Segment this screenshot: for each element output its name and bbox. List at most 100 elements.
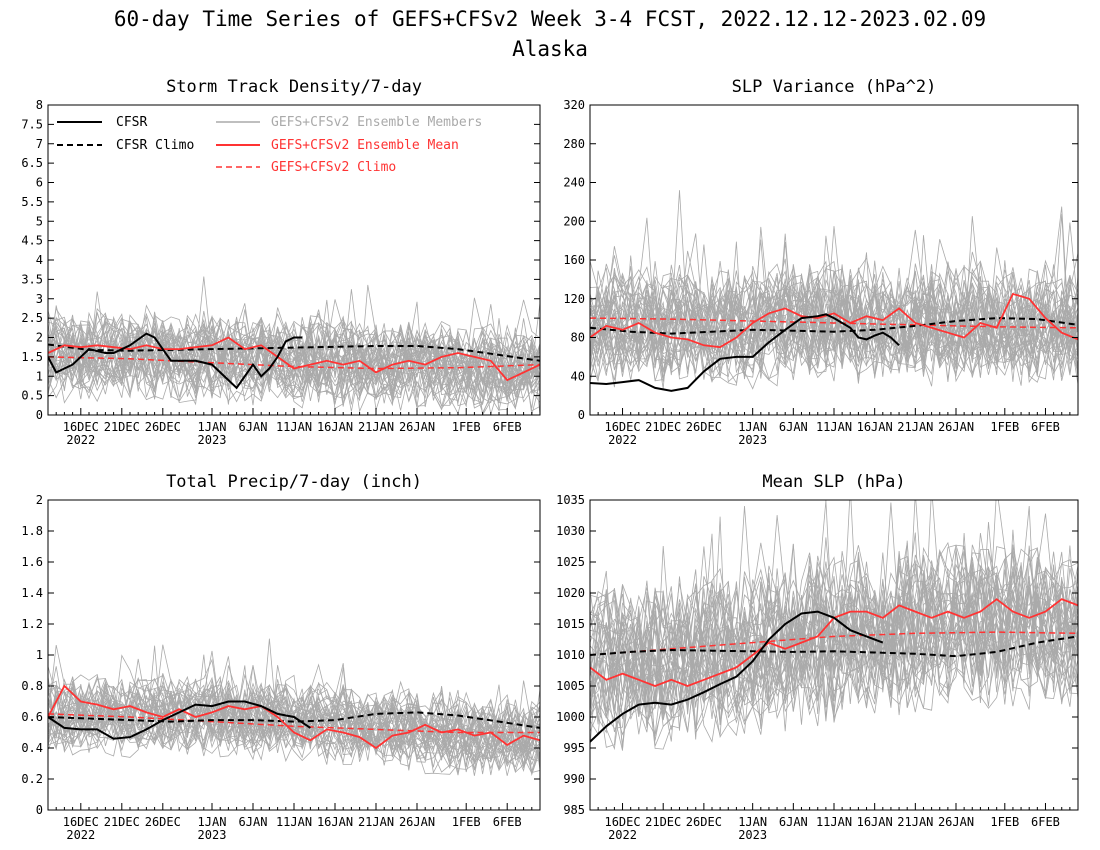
- x-tick-label: 6JAN: [239, 815, 268, 829]
- y-tick-label: 7.5: [21, 117, 43, 131]
- series-line-gefs-cfsv2-climo: [590, 631, 1078, 656]
- series-line-cfsr: [590, 313, 900, 392]
- series-line-cfsr: [590, 610, 884, 743]
- x-tick-sublabel: 2022: [66, 433, 95, 447]
- ensemble-member-line: [48, 303, 540, 391]
- y-tick-label: 0: [36, 803, 43, 817]
- ensemble-member-line: [48, 309, 540, 398]
- x-tick-label: 16JAN: [857, 815, 893, 829]
- ensemble-member-line: [48, 682, 540, 775]
- x-tick-label: 16DEC: [604, 420, 640, 434]
- y-tick-label: 2.5: [21, 311, 43, 325]
- ensemble-member-line: [590, 272, 1078, 382]
- ensemble-member-line: [48, 330, 540, 409]
- y-tick-label: 2: [36, 493, 43, 507]
- x-tick-label: 16DEC: [63, 420, 99, 434]
- x-tick-label: 26JAN: [938, 420, 974, 434]
- ensemble-member-line: [590, 533, 1078, 750]
- ensemble-member-line: [590, 235, 1078, 372]
- ensemble-member-line: [590, 500, 1078, 711]
- y-tick-label: 3.5: [21, 272, 43, 286]
- x-tick-label: 16DEC: [63, 815, 99, 829]
- ensemble-member-line: [48, 299, 540, 395]
- x-tick-label: 1JAN: [738, 815, 767, 829]
- ensemble-member-line: [590, 235, 1078, 390]
- ensemble-member-line: [590, 226, 1078, 358]
- ensemble-member-line: [590, 541, 1078, 694]
- y-tick-label: 0: [578, 408, 585, 422]
- ensemble-member-line: [48, 321, 540, 401]
- y-tick-label: 320: [563, 98, 585, 112]
- panel-title: Mean SLP (hPa): [762, 472, 905, 492]
- x-tick-label: 11JAN: [276, 815, 312, 829]
- y-tick-label: 985: [563, 803, 585, 817]
- y-tick-label: 5: [36, 214, 43, 228]
- y-tick-label: 4.5: [21, 234, 43, 248]
- y-tick-label: 1.4: [21, 586, 43, 600]
- ensemble-member-line: [590, 258, 1078, 352]
- ensemble-member-line: [590, 226, 1078, 383]
- series-line-cfsr: [48, 332, 303, 390]
- plot-area: [48, 276, 540, 415]
- x-tick-label: 26DEC: [145, 815, 181, 829]
- x-tick-label: 1JAN: [198, 420, 227, 434]
- x-tick-label: 6JAN: [779, 420, 808, 434]
- x-tick-label: 1JAN: [198, 815, 227, 829]
- ensemble-member-line: [48, 313, 540, 390]
- x-tick-label: 6FEB: [493, 815, 522, 829]
- ensemble-member-line: [590, 545, 1078, 692]
- ensemble-member-line: [48, 673, 540, 765]
- plot-area: [590, 500, 1078, 751]
- ensemble-member-line: [590, 500, 1078, 731]
- y-tick-label: 1.6: [21, 555, 43, 569]
- y-tick-label: 1000: [556, 710, 585, 724]
- series-line-cfsr: [48, 700, 311, 740]
- x-tick-label: 21DEC: [645, 815, 681, 829]
- y-tick-label: 0.2: [21, 772, 43, 786]
- series-line-cfsr-climo: [48, 343, 540, 362]
- series-line-cfsr-climo: [590, 317, 1078, 335]
- ensemble-member-line: [590, 570, 1078, 743]
- x-tick-label: 26DEC: [145, 420, 181, 434]
- y-tick-label: 6: [36, 176, 43, 190]
- figure-title: 60-day Time Series of GEFS+CFSv2 Week 3-…: [114, 7, 986, 31]
- y-tick-label: 40: [571, 369, 585, 383]
- x-tick-label: 6FEB: [493, 420, 522, 434]
- y-tick-label: 7: [36, 137, 43, 151]
- series-line-gefs-cfsv2-ensemble-mean: [590, 292, 1078, 349]
- x-tick-label: 26JAN: [399, 420, 435, 434]
- x-tick-label: 21JAN: [897, 815, 933, 829]
- y-tick-label: 3: [36, 292, 43, 306]
- y-tick-label: 1010: [556, 648, 585, 662]
- x-tick-label: 16DEC: [604, 815, 640, 829]
- ensemble-member-line: [48, 310, 540, 389]
- x-tick-label: 21JAN: [897, 420, 933, 434]
- ensemble-member-line: [590, 190, 1078, 350]
- x-tick-sublabel: 2023: [738, 433, 767, 447]
- x-tick-label: 16JAN: [317, 815, 353, 829]
- x-tick-label: 1JAN: [738, 420, 767, 434]
- series-line-gefs-cfsv2-ensemble-mean: [48, 336, 540, 382]
- y-tick-label: 1030: [556, 524, 585, 538]
- x-tick-label: 6FEB: [1031, 420, 1060, 434]
- ensemble-member-line: [48, 663, 540, 766]
- legend: CFSR CFSR Climo GEFS+CFSv2 Ensemble Memb…: [57, 115, 482, 175]
- ensemble-member-line: [590, 222, 1078, 359]
- y-tick-label: 120: [563, 292, 585, 306]
- x-tick-label: 11JAN: [816, 420, 852, 434]
- x-tick-label: 26JAN: [938, 815, 974, 829]
- x-tick-label: 16JAN: [857, 420, 893, 434]
- x-tick-label: 21JAN: [358, 420, 394, 434]
- y-tick-label: 240: [563, 176, 585, 190]
- x-tick-sublabel: 2023: [738, 828, 767, 842]
- y-tick-label: 1: [36, 648, 43, 662]
- x-tick-sublabel: 2023: [198, 433, 227, 447]
- figure-subtitle: Alaska: [512, 37, 588, 61]
- x-tick-label: 26JAN: [399, 815, 435, 829]
- ensemble-member-line: [590, 505, 1078, 728]
- ensemble-member-line: [590, 263, 1078, 355]
- x-tick-label: 11JAN: [276, 420, 312, 434]
- plot-area: [590, 190, 1078, 392]
